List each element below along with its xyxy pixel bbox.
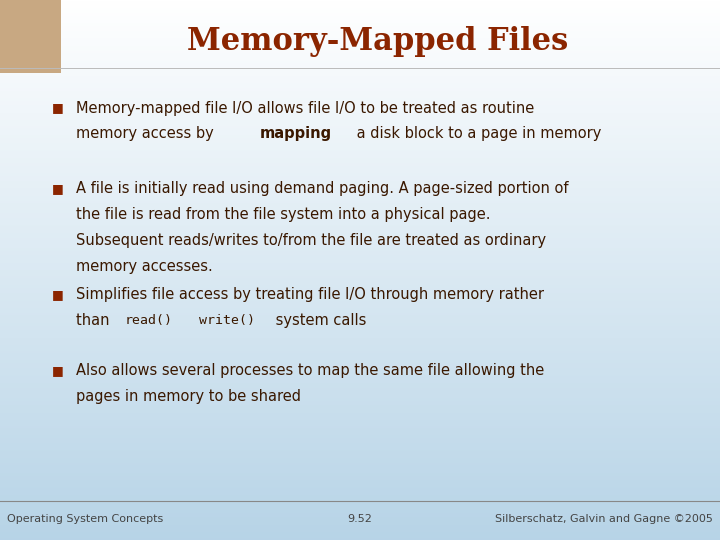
Text: the file is read from the file system into a physical page.: the file is read from the file system in…	[76, 207, 490, 222]
Text: 9.52: 9.52	[348, 515, 372, 524]
Text: ■: ■	[52, 288, 63, 301]
Text: memory accesses.: memory accesses.	[76, 259, 212, 274]
Text: Also allows several processes to map the same file allowing the: Also allows several processes to map the…	[76, 363, 544, 379]
Text: write(): write()	[199, 314, 255, 327]
Text: ■: ■	[52, 102, 63, 114]
Text: Memory-Mapped Files: Memory-Mapped Files	[187, 26, 569, 57]
Text: memory access by: memory access by	[76, 126, 218, 141]
Text: Subsequent reads/writes to/from the file are treated as ordinary: Subsequent reads/writes to/from the file…	[76, 233, 546, 248]
Text: ■: ■	[52, 183, 63, 195]
Text: Memory-mapped file I/O allows file I/O to be treated as routine: Memory-mapped file I/O allows file I/O t…	[76, 100, 534, 116]
Text: Simplifies file access by treating file I/O through memory rather: Simplifies file access by treating file …	[76, 287, 544, 302]
Text: Operating System Concepts: Operating System Concepts	[7, 515, 163, 524]
Text: pages in memory to be shared: pages in memory to be shared	[76, 389, 301, 404]
Text: mapping: mapping	[259, 126, 331, 141]
Text: Silberschatz, Galvin and Gagne ©2005: Silberschatz, Galvin and Gagne ©2005	[495, 515, 713, 524]
Text: a disk block to a page in memory: a disk block to a page in memory	[352, 126, 602, 141]
FancyBboxPatch shape	[0, 0, 61, 73]
Text: system calls: system calls	[271, 313, 366, 328]
Text: read(): read()	[125, 314, 173, 327]
Text: than: than	[76, 313, 114, 328]
Text: ■: ■	[52, 364, 63, 377]
Text: A file is initially read using demand paging. A page-sized portion of: A file is initially read using demand pa…	[76, 181, 568, 197]
